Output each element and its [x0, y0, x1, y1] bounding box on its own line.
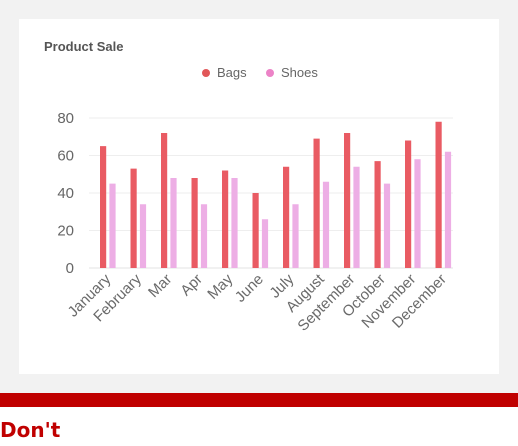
bar-shoes[interactable]	[353, 166, 360, 268]
legend-label-bags: Bags	[217, 65, 247, 80]
bar-bags[interactable]	[191, 178, 198, 268]
bar-bags[interactable]	[435, 121, 442, 268]
bar-bags[interactable]	[405, 140, 412, 269]
bar-bags[interactable]	[313, 138, 320, 268]
dont-label: Don't	[0, 418, 61, 442]
bar-shoes[interactable]	[444, 151, 452, 268]
y-tick-label: 60	[57, 148, 74, 165]
y-tick-label: 40	[57, 185, 74, 202]
bar-shoes[interactable]	[170, 178, 177, 268]
bars-layer	[100, 121, 452, 269]
x-tick-label: May	[204, 270, 236, 302]
shoes-swatch-icon	[266, 68, 274, 77]
x-tick-label: Apr	[177, 271, 206, 300]
chart-legend: Bags Shoes	[19, 65, 499, 83]
bar-bags[interactable]	[222, 170, 229, 269]
bar-shoes[interactable]	[322, 181, 330, 268]
bar-bags[interactable]	[283, 166, 290, 268]
bags-swatch-icon	[202, 68, 210, 77]
bar-shoes[interactable]	[414, 159, 421, 268]
bar-shoes[interactable]	[261, 219, 269, 268]
chart-title: Product Sale	[44, 39, 124, 54]
bar-shoes[interactable]	[231, 178, 238, 268]
legend-label-shoes: Shoes	[281, 65, 318, 80]
bar-shoes[interactable]	[139, 204, 147, 268]
legend-item-shoes[interactable]: Shoes	[266, 65, 318, 80]
divider-bar	[0, 393, 518, 407]
bar-bags[interactable]	[130, 168, 137, 268]
grid-layer	[89, 117, 453, 269]
bar-bags[interactable]	[344, 133, 351, 268]
bar-shoes[interactable]	[292, 204, 299, 268]
x-tick-label: June	[232, 271, 267, 306]
legend-item-bags[interactable]: Bags	[202, 65, 247, 80]
y-tick-label: 80	[57, 110, 74, 127]
y-axis: 0 20 40 60 80	[57, 110, 74, 277]
x-tick-label: Mar	[145, 271, 175, 301]
bar-shoes[interactable]	[200, 204, 208, 268]
bar-bags[interactable]	[161, 133, 168, 268]
bar-shoes[interactable]	[383, 183, 391, 268]
bar-bags[interactable]	[100, 146, 107, 268]
y-tick-label: 20	[57, 223, 74, 240]
bar-shoes[interactable]	[109, 183, 116, 268]
chart-card: Product Sale Bags Shoes 0 20 40 60 80 Januar…	[19, 19, 499, 374]
bar-bags[interactable]	[374, 161, 381, 268]
y-tick-label: 0	[66, 260, 74, 277]
bar-bags[interactable]	[252, 193, 259, 268]
